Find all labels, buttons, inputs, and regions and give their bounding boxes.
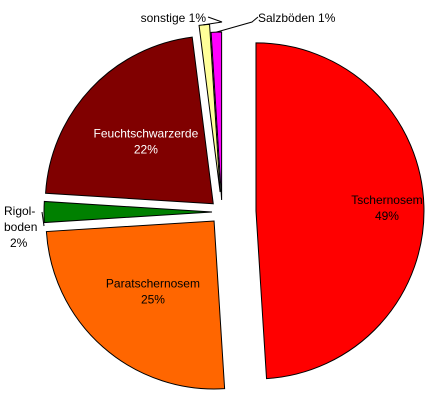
leader-line-rigol-boden xyxy=(41,211,45,227)
slice-label-feuchtschwarzerde-value: 22% xyxy=(134,143,158,157)
slice-label-salzb-den: Salzböden 1% xyxy=(258,11,336,25)
slice-label-rigol-boden-value: 2% xyxy=(10,236,28,250)
pie-slice-feuchtschwarzerde xyxy=(45,36,214,205)
slice-label-rigol-boden-line-1: Rigol- xyxy=(4,204,35,218)
pie-slice-tschernosem xyxy=(255,42,425,380)
slice-labels: Tschernosem 49% Paratschernosem 25% Rigol-bo… xyxy=(4,11,423,306)
slice-label-tschernosem: Tschernosem xyxy=(351,193,422,207)
leader-line-salzb-den xyxy=(216,16,259,33)
leader-line-sonstige xyxy=(203,16,223,26)
slice-label-rigol-boden-line-2: boden xyxy=(4,220,37,234)
pie-slice-paratschernosem xyxy=(45,220,226,390)
slice-label-tschernosem-value: 49% xyxy=(375,209,399,223)
slice-label-paratschernosem-value: 25% xyxy=(141,292,165,306)
pie-slices xyxy=(43,23,425,390)
slice-label-sonstige: sonstige 1% xyxy=(141,11,207,25)
leader-lines xyxy=(41,16,259,227)
slice-label-paratschernosem: Paratschernosem xyxy=(106,276,200,290)
slice-label-feuchtschwarzerde: Feuchtschwarzerde xyxy=(94,127,199,141)
pie-slice-rigol-boden xyxy=(43,200,213,224)
pie-slice-salzb-den xyxy=(210,31,223,201)
